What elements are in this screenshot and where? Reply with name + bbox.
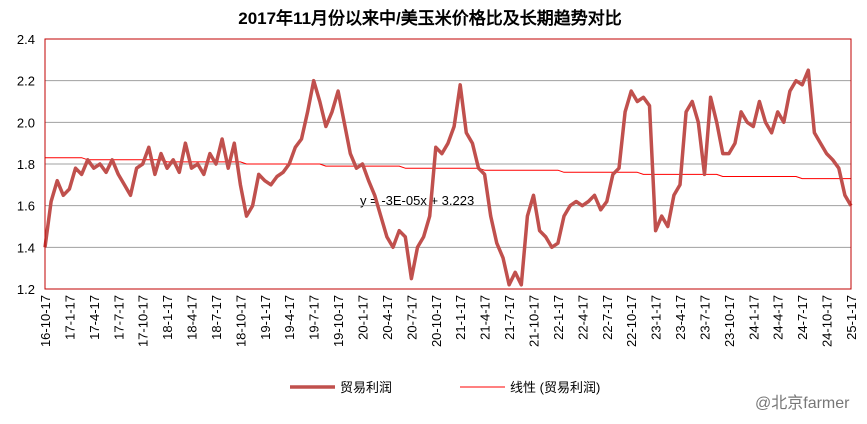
x-tick-label: 18-10-17 bbox=[233, 295, 248, 347]
x-tick-label: 18-4-17 bbox=[185, 295, 200, 340]
y-tick-label: 1.4 bbox=[17, 240, 35, 255]
y-tick-label: 1.2 bbox=[17, 282, 35, 297]
x-tick-label: 18-1-17 bbox=[160, 295, 175, 340]
chart-title: 2017年11月份以来中/美玉米价格比及长期趋势对比 bbox=[238, 8, 622, 28]
legend-label: 线性 (贸易利润) bbox=[510, 380, 600, 395]
y-tick-label: 1.6 bbox=[17, 199, 35, 214]
x-tick-label: 20-1-17 bbox=[356, 295, 371, 340]
x-tick-label: 19-1-17 bbox=[258, 295, 273, 340]
x-tick-label: 19-10-17 bbox=[331, 295, 346, 347]
x-tick-label: 17-4-17 bbox=[87, 295, 102, 340]
x-tick-label: 17-7-17 bbox=[111, 295, 126, 340]
x-tick-label: 19-4-17 bbox=[282, 295, 297, 340]
x-tick-label: 24-10-17 bbox=[820, 295, 835, 347]
watermark: @北京farmer bbox=[755, 394, 850, 412]
x-tick-label: 17-10-17 bbox=[136, 295, 151, 347]
y-tick-label: 2.0 bbox=[17, 115, 35, 130]
data-line bbox=[43, 68, 853, 287]
x-tick-label: 19-7-17 bbox=[307, 295, 322, 340]
x-tick-label: 24-1-17 bbox=[746, 295, 761, 340]
x-tick-label: 17-1-17 bbox=[62, 295, 77, 340]
x-tick-label: 21-7-17 bbox=[502, 295, 517, 340]
x-tick-label: 24-7-17 bbox=[795, 295, 810, 340]
trend-line bbox=[45, 157, 851, 180]
legend-label: 贸易利润 bbox=[340, 380, 392, 395]
x-tick-label: 16-10-17 bbox=[38, 295, 53, 347]
x-tick-label: 25-1-17 bbox=[844, 295, 859, 340]
x-tick-label: 22-10-17 bbox=[624, 295, 639, 347]
plot-border bbox=[44, 38, 852, 290]
y-tick-label: 1.8 bbox=[17, 157, 35, 172]
x-tick-label: 22-1-17 bbox=[551, 295, 566, 340]
x-tick-label: 20-7-17 bbox=[404, 295, 419, 340]
y-tick-label: 2.4 bbox=[17, 32, 35, 47]
x-tick-label: 23-1-17 bbox=[649, 295, 664, 340]
x-tick-label: 24-4-17 bbox=[771, 295, 786, 340]
x-tick-label: 18-7-17 bbox=[209, 295, 224, 340]
x-tick-label: 21-4-17 bbox=[478, 295, 493, 340]
trend-equation: y = -3E-05x + 3.223 bbox=[360, 193, 474, 208]
x-tick-label: 20-10-17 bbox=[429, 295, 444, 347]
x-tick-label: 23-4-17 bbox=[673, 295, 688, 340]
x-tick-label: 21-1-17 bbox=[453, 295, 468, 340]
x-tick-label: 23-7-17 bbox=[697, 295, 712, 340]
x-tick-label: 23-10-17 bbox=[722, 295, 737, 347]
x-tick-label: 22-7-17 bbox=[600, 295, 615, 340]
x-tick-label: 20-4-17 bbox=[380, 295, 395, 340]
x-tick-label: 21-10-17 bbox=[526, 295, 541, 347]
x-tick-label: 22-4-17 bbox=[575, 295, 590, 340]
y-tick-label: 2.2 bbox=[17, 74, 35, 89]
